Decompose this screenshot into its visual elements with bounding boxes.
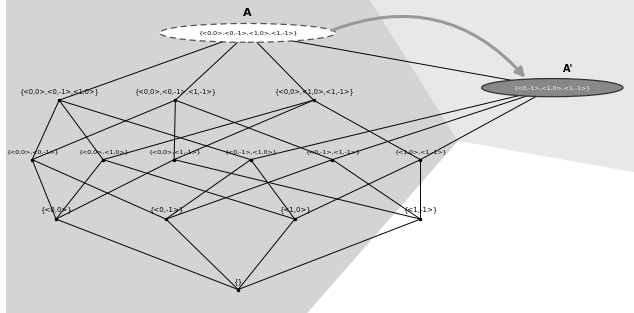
Text: {}: {}	[233, 278, 243, 285]
Text: {<0,0>,<0,-1>,<1,0>,<1,-1>}: {<0,0>,<0,-1>,<1,0>,<1,-1>}	[198, 30, 297, 35]
Text: {<0,0>,<0,-1>,<1,-1>}: {<0,0>,<0,-1>,<1,-1>}	[134, 88, 216, 95]
Text: {<0,-1>,<1,0>,<1,-1>}: {<0,-1>,<1,0>,<1,-1>}	[514, 85, 591, 90]
Text: {<0,-1>}: {<0,-1>}	[149, 207, 183, 213]
Text: {<1,0>,<1,-1>}: {<1,0>,<1,-1>}	[394, 149, 447, 154]
Text: {<0,0>}: {<0,0>}	[40, 207, 72, 213]
Ellipse shape	[160, 23, 335, 42]
Text: {<1,0>}: {<1,0>}	[279, 207, 311, 213]
Text: {<0,0>,<1,-1>}: {<0,0>,<1,-1>}	[148, 149, 200, 154]
Polygon shape	[6, 0, 458, 313]
Polygon shape	[370, 0, 634, 172]
Text: A: A	[243, 8, 252, 18]
Text: A': A'	[563, 64, 573, 74]
Ellipse shape	[482, 79, 623, 97]
Text: {<1,-1>}: {<1,-1>}	[403, 207, 437, 213]
Text: {<0,0>,<1,0>}: {<0,0>,<1,0>}	[78, 149, 128, 154]
Text: {<0,-1>,<1,0>}: {<0,-1>,<1,0>}	[224, 149, 277, 154]
Text: {<0,-1>,<1,-1>}: {<0,-1>,<1,-1>}	[305, 149, 360, 154]
Text: {<0,0>,<1,0>,<1,-1>}: {<0,0>,<1,0>,<1,-1>}	[274, 88, 354, 95]
Text: {<0,0>,<0,-1>,<1,0>}: {<0,0>,<0,-1>,<1,0>}	[19, 88, 99, 95]
Text: {<0,0>,<0,-1>}: {<0,0>,<0,-1>}	[6, 149, 58, 154]
